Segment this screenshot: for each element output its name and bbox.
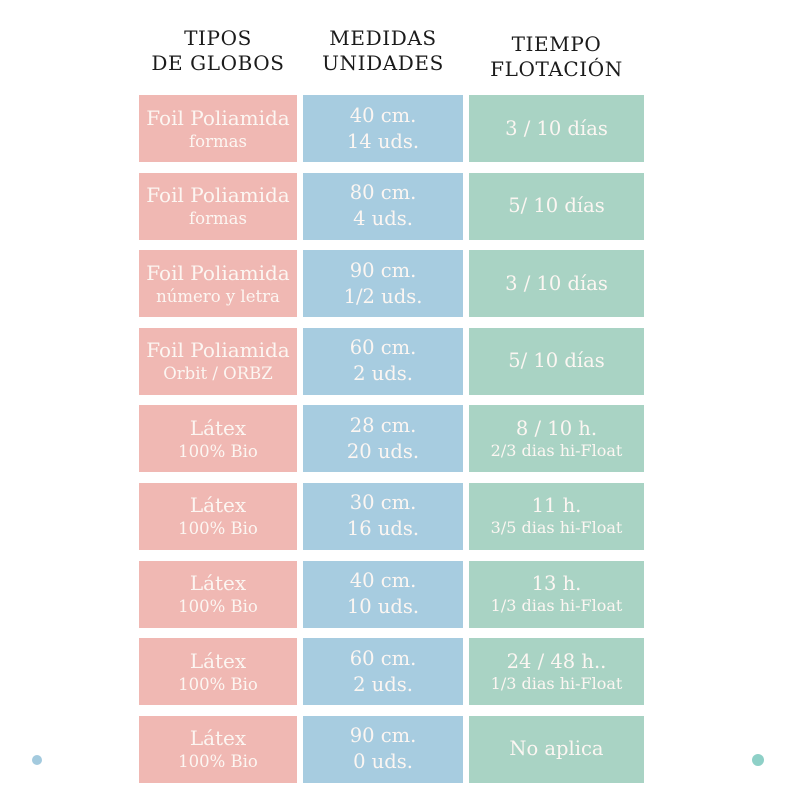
- cell-text: 90 cm.: [349, 724, 417, 748]
- cell-tipo: Foil Poliamida Orbit / ORBZ: [139, 327, 297, 395]
- cell-text: 100% Bio: [178, 752, 258, 772]
- cell-text: Látex: [189, 648, 247, 673]
- cell-medidas: 40 cm. 14 uds.: [303, 95, 463, 162]
- cell-text: 2 uds.: [353, 672, 413, 696]
- cell-tiempo: 5/ 10 días: [469, 172, 644, 240]
- cell-tipo: Foil Poliamida número y letra: [139, 250, 297, 318]
- cell-medidas: 80 cm. 4 uds.: [303, 172, 463, 240]
- cell-text: 5/ 10 días: [508, 349, 605, 373]
- cell-text: Foil Poliamida: [146, 338, 290, 363]
- cell-text: 14 uds.: [346, 129, 420, 153]
- cell-text: 5/ 10 días: [508, 194, 605, 218]
- cell-tiempo: 3 / 10 días: [469, 250, 644, 318]
- cell-medidas: 40 cm. 10 uds.: [303, 560, 463, 628]
- cell-text: formas: [189, 131, 247, 151]
- cell-text: Orbit / ORBZ: [163, 364, 273, 384]
- cell-text: 28 cm.: [349, 413, 417, 437]
- cell-text: 60 cm.: [349, 646, 417, 670]
- cell-text: 40 cm.: [349, 103, 417, 127]
- cell-text: 20 uds.: [346, 439, 420, 463]
- cell-text: 2 uds.: [353, 362, 413, 386]
- cell-tipo: Látex 100% Bio: [139, 560, 297, 628]
- cell-text: 90 cm.: [349, 258, 417, 282]
- header-medidas-line2: UNIDADES: [322, 51, 444, 75]
- cell-text: 80 cm.: [349, 181, 417, 205]
- cell-tiempo: 5/ 10 días: [469, 327, 644, 395]
- table-row: Látex 100% Bio 40 cm. 10 uds. 13 h. 1/3 dias …: [139, 560, 644, 628]
- cell-text: 60 cm.: [349, 336, 417, 360]
- cell-text: Foil Poliamida: [146, 183, 290, 208]
- header-tiempo: TIEMPO FLOTACIÓN: [469, 26, 644, 82]
- header-tiempo-line2: FLOTACIÓN: [490, 57, 623, 81]
- header-tiempo-line1: TIEMPO: [511, 32, 602, 56]
- cell-text: 3 / 10 días: [505, 271, 608, 295]
- cell-text: 1/3 dias hi-Float: [490, 596, 623, 616]
- cell-text: No aplica: [509, 737, 604, 761]
- cell-text: 100% Bio: [178, 597, 258, 617]
- cell-text: 3 / 10 días: [505, 116, 608, 140]
- cell-tipo: Foil Poliamida formas: [139, 95, 297, 162]
- cell-tipo: Látex 100% Bio: [139, 405, 297, 473]
- cell-tipo: Foil Poliamida formas: [139, 172, 297, 240]
- table-row: Látex 100% Bio 60 cm. 2 uds. 24 / 48 h.. 1/3 …: [139, 638, 644, 706]
- cell-medidas: 90 cm. 1/2 uds.: [303, 250, 463, 318]
- cell-medidas: 30 cm. 16 uds.: [303, 482, 463, 550]
- cell-text: 16 uds.: [346, 517, 420, 541]
- cell-text: Látex: [189, 415, 247, 440]
- header-medidas: MEDIDAS UNIDADES: [303, 26, 463, 82]
- cell-tipo: Látex 100% Bio: [139, 482, 297, 550]
- cell-text: 30 cm.: [349, 491, 417, 515]
- table-row: Látex 100% Bio 28 cm. 20 uds. 8 / 10 h. 2/3 d…: [139, 405, 644, 473]
- cell-text: 10 uds.: [346, 595, 420, 619]
- cell-text: 4 uds.: [353, 207, 413, 231]
- cell-text: Látex: [189, 493, 247, 518]
- table-row: Foil Poliamida formas 40 cm. 14 uds. 3 / 10 …: [139, 95, 644, 162]
- cell-text: 3/5 dias hi-Float: [490, 518, 623, 538]
- table-row: Foil Poliamida número y letra 90 cm. 1/2 ud…: [139, 250, 644, 318]
- cell-tiempo: 13 h. 1/3 dias hi-Float: [469, 560, 644, 628]
- cell-text: Látex: [189, 726, 247, 751]
- cell-text: número y letra: [156, 286, 280, 306]
- cell-tiempo: 8 / 10 h. 2/3 dias hi-Float: [469, 405, 644, 473]
- cell-text: 8 / 10 h.: [515, 416, 598, 440]
- decorative-dot-blue: [32, 755, 42, 765]
- cell-text: 0 uds.: [353, 750, 413, 774]
- cell-tipo: Látex 100% Bio: [139, 715, 297, 783]
- table-row: Foil Poliamida formas 80 cm. 4 uds. 5/ 10 dí…: [139, 172, 644, 240]
- cell-text: 100% Bio: [178, 674, 258, 694]
- cell-medidas: 60 cm. 2 uds.: [303, 638, 463, 706]
- table-rows: Foil Poliamida formas 40 cm. 14 uds. 3 / 10 …: [139, 95, 644, 793]
- cell-medidas: 90 cm. 0 uds.: [303, 715, 463, 783]
- table-row: Látex 100% Bio 90 cm. 0 uds. No aplica: [139, 715, 644, 783]
- cell-tiempo: 3 / 10 días: [469, 95, 644, 162]
- cell-tiempo: 24 / 48 h.. 1/3 dias hi-Float: [469, 638, 644, 706]
- cell-text: 11 h.: [531, 494, 582, 518]
- header-tipos-line1: TIPOS: [184, 26, 252, 50]
- cell-text: 100% Bio: [178, 519, 258, 539]
- cell-text: Foil Poliamida: [146, 105, 290, 130]
- table-row: Foil Poliamida Orbit / ORBZ 60 cm. 2 uds. 5/…: [139, 327, 644, 395]
- cell-text: Látex: [189, 571, 247, 596]
- cell-text: 100% Bio: [178, 441, 258, 461]
- cell-medidas: 28 cm. 20 uds.: [303, 405, 463, 473]
- header-tipos: TIPOS DE GLOBOS: [139, 26, 297, 82]
- cell-text: 24 / 48 h..: [506, 649, 607, 673]
- cell-text: 40 cm.: [349, 569, 417, 593]
- cell-text: formas: [189, 209, 247, 229]
- cell-text: 1/2 uds.: [343, 284, 423, 308]
- header-tipos-line2: DE GLOBOS: [151, 51, 285, 75]
- table-row: Látex 100% Bio 30 cm. 16 uds. 11 h. 3/5 dias …: [139, 482, 644, 550]
- cell-tiempo: 11 h. 3/5 dias hi-Float: [469, 482, 644, 550]
- cell-text: 1/3 dias hi-Float: [490, 673, 623, 693]
- cell-medidas: 60 cm. 2 uds.: [303, 327, 463, 395]
- cell-text: 13 h.: [531, 572, 582, 596]
- decorative-dot-teal: [752, 754, 764, 766]
- header-medidas-line1: MEDIDAS: [329, 26, 437, 50]
- cell-text: 2/3 dias hi-Float: [490, 440, 623, 460]
- cell-text: Foil Poliamida: [146, 260, 290, 285]
- cell-tipo: Látex 100% Bio: [139, 638, 297, 706]
- cell-tiempo: No aplica: [469, 715, 644, 783]
- table-header: TIPOS DE GLOBOS MEDIDAS UNIDADES TIEMPO …: [139, 26, 644, 82]
